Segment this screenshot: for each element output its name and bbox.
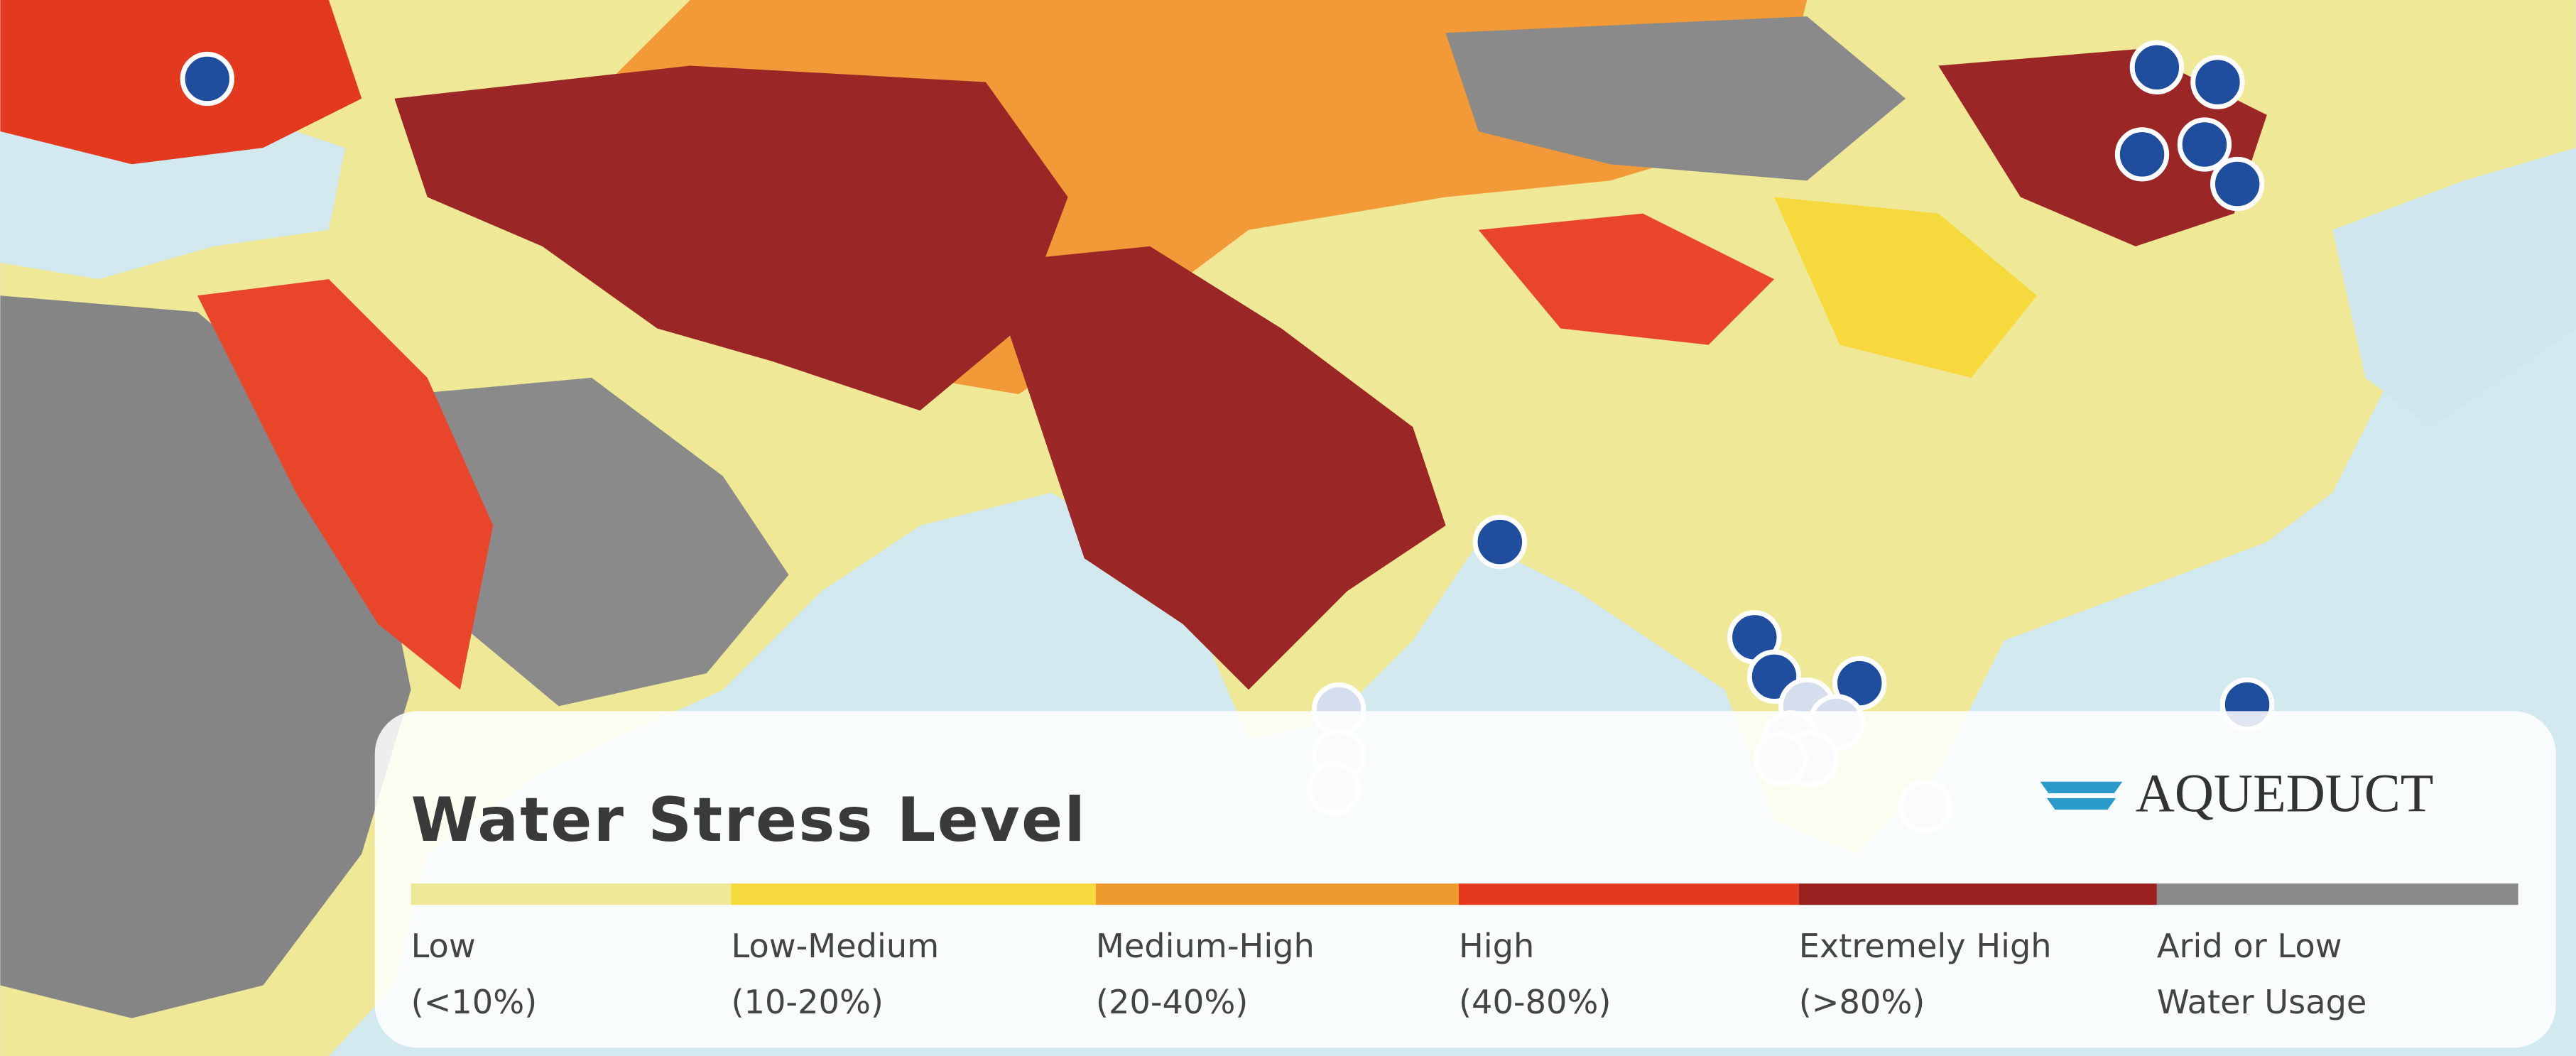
legend-label: Low-Medium (732, 927, 940, 965)
legend-panel (374, 711, 2556, 1048)
legend-label: Arid or Low (2157, 927, 2342, 965)
legend-label: Extremely High (1799, 927, 2052, 965)
legend-label: High (1459, 927, 1534, 965)
legend-label: Low (411, 927, 476, 965)
legend-swatch (731, 883, 1096, 905)
legend-range: Water Usage (2157, 983, 2367, 1021)
legend-swatch (2156, 883, 2518, 905)
legend-label: Medium-High (1096, 927, 1315, 965)
legend-title: Water Stress Level (411, 785, 1087, 856)
legend-range: (40-80%) (1459, 983, 1611, 1021)
logo-text: AQUEDUCT (2136, 763, 2434, 823)
legend: Low (<10%) Low-Medium (10-20%) Medium-High (2… (411, 883, 2518, 1021)
legend-range: (<10%) (411, 983, 538, 1021)
legend-swatch (1798, 883, 2157, 905)
legend-range: (>80%) (1799, 983, 1925, 1021)
legend-swatch (1095, 883, 1460, 905)
legend-range: (10-20%) (732, 983, 884, 1021)
legend-swatch (411, 883, 732, 905)
logo: AQUEDUCT (2040, 763, 2434, 823)
legend-swatch (1459, 883, 1799, 905)
legend-range: (20-40%) (1096, 983, 1248, 1021)
